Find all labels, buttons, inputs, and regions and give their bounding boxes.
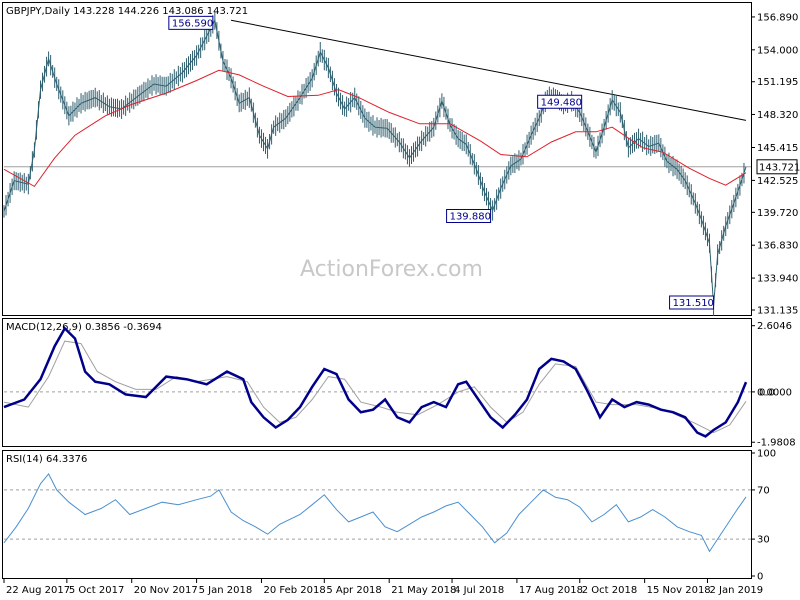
macd-panel-title: MACD(12,26,9) 0.3856 -0.3694 — [6, 322, 162, 333]
rsi-ytick-label: 30 — [757, 535, 770, 546]
price-ytick-label: 131.135 — [757, 306, 798, 317]
xtick-label: 5 Oct 2017 — [69, 585, 124, 596]
annotation-box — [168, 15, 214, 30]
price-annotation: 131.510 — [669, 295, 715, 310]
xtick-label: 4 Jul 2018 — [454, 585, 504, 596]
annotation-label: 156.590 — [172, 18, 213, 29]
xtick-label: 2 Oct 2018 — [582, 585, 637, 596]
annotation-box — [446, 208, 492, 223]
xtick-label: 20 Feb 2018 — [263, 585, 325, 596]
xtick-label: 20 Nov 2017 — [134, 585, 198, 596]
macd-zero-label: 0.0 — [759, 387, 775, 398]
price-ytick-label: 148.320 — [757, 110, 798, 121]
price-ytick-label: 139.720 — [757, 208, 798, 219]
watermark: ActionForex.com — [300, 257, 483, 282]
annotation-box — [537, 94, 583, 109]
price-ytick-label: 133.940 — [757, 274, 798, 285]
xtick-label: 22 Aug 2017 — [6, 585, 70, 596]
trendline — [230, 19, 747, 121]
rsi-layer: 100 70 30 0 — [3, 449, 776, 583]
macd-ytick-label: -1.9808 — [757, 438, 796, 449]
ema-series — [3, 69, 747, 188]
annotation-box — [669, 295, 715, 310]
xtick-label: 2 Jan 2019 — [709, 585, 763, 596]
xtick-label: 5 Jan 2018 — [199, 585, 253, 596]
macd-signal-series — [3, 340, 747, 434]
macd-panel — [2, 318, 752, 447]
annotation-label: 131.510 — [673, 298, 714, 309]
macd-ytick-label: 2.6046 — [757, 321, 792, 332]
price-ytick-label: 145.415 — [757, 143, 798, 154]
price-annotation: 139.880 — [446, 208, 492, 223]
rsi-panel-title: RSI(14) 64.3376 — [6, 454, 87, 465]
xtick-label: 17 Aug 2018 — [519, 585, 583, 596]
price-panel-title: GBPJPY,Daily 143.228 144.226 143.086 143… — [6, 6, 248, 17]
current-price-label: 143.721 — [759, 162, 800, 173]
macd-layer: 2.6046 0.0000 -1.9808 0.0 — [3, 321, 796, 449]
rsi-panel — [2, 450, 752, 579]
rsi-series — [3, 472, 747, 553]
annotation-label: 149.480 — [541, 97, 582, 108]
rsi-ytick-label: 70 — [757, 485, 770, 496]
xtick-label: 5 Apr 2018 — [326, 585, 381, 596]
price-ytick-label: 151.195 — [757, 77, 798, 88]
price-ytick-label: 154.000 — [757, 45, 798, 56]
price-layer: 156.590 149.480 139.880 131.510 131.135 133.9… — [3, 11, 800, 317]
current-price-tag: 143.721 — [756, 159, 800, 175]
rsi-ytick-label: 100 — [757, 449, 776, 460]
macd-ytick-label: 0.0000 — [757, 387, 792, 398]
current-price-box — [756, 159, 798, 175]
price-annotation: 156.590 — [168, 15, 214, 30]
price-series — [3, 18, 747, 306]
price-panel — [2, 2, 752, 316]
rsi-ytick-label: 0 — [757, 572, 763, 583]
price-ytick-label: 136.830 — [757, 241, 798, 252]
xtick-label: 21 May 2018 — [391, 585, 456, 596]
price-ytick-label: 142.525 — [757, 176, 798, 187]
macd-series — [3, 326, 748, 438]
price-annotation: 149.480 — [537, 94, 583, 109]
price-ytick-label: 156.890 — [757, 12, 798, 23]
annotation-label: 139.880 — [450, 211, 491, 222]
xtick-label: 15 Nov 2018 — [647, 585, 711, 596]
